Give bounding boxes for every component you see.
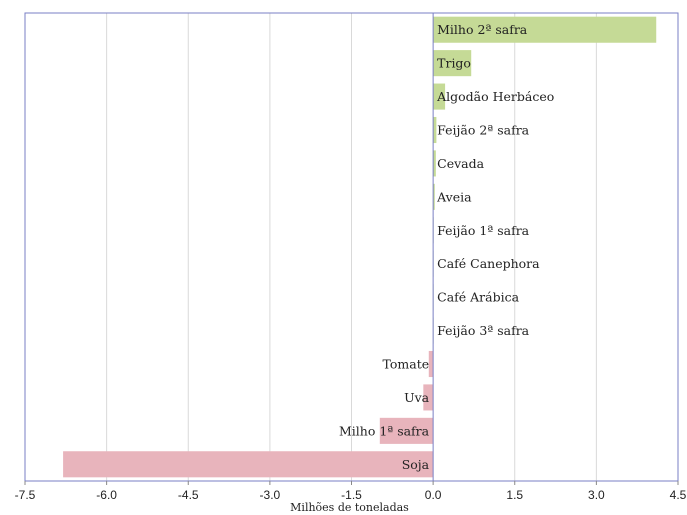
category-label: Café Arábica [437,290,519,305]
x-tick-label: 3.0 [588,488,605,502]
category-label: Soja [402,457,430,472]
category-label: Feijão 3ª safra [437,323,530,338]
category-labels: Milho 2ª safra Trigo Algodão Herbáceo Feijã… [339,22,554,472]
x-tick-label: -7.5 [15,488,36,502]
bar [433,183,435,210]
category-label: Café Canephora [437,256,540,271]
category-label: Feijão 2ª safra [437,123,530,138]
x-axis-title: Milhões de toneladas [290,501,409,514]
bar [63,451,434,478]
bars [63,16,657,478]
category-label: Feijão 1ª safra [437,223,530,238]
bar [433,16,657,43]
category-label: Aveia [436,189,472,204]
category-label: Tomate [383,357,430,372]
bar [433,50,472,77]
category-label: Milho 2ª safra [437,22,528,37]
bar [423,384,434,411]
x-tick-label: -6.0 [96,488,117,502]
bar [433,150,436,177]
bar [428,350,434,378]
grid-lines [24,13,679,481]
x-tick-label: 0.0 [425,488,442,502]
bar [379,417,434,444]
x-axis-ticks: -7.5 -6.0 -4.5 -3.0 -1.5 0.0 1.5 3.0 4.5 [15,481,687,502]
category-label: Algodão Herbáceo [436,89,554,104]
x-tick-label: -4.5 [178,488,199,502]
x-tick-label: 4.5 [670,488,687,502]
bar [433,116,437,144]
category-label: Trigo [437,56,471,71]
category-label: Cevada [437,156,484,171]
category-label: Uva [404,390,430,405]
x-tick-label: -3.0 [260,488,281,502]
bar [433,83,446,110]
category-label: Milho 1ª safra [339,423,430,438]
x-tick-label: 1.5 [506,488,523,502]
x-tick-label: -1.5 [341,488,362,502]
